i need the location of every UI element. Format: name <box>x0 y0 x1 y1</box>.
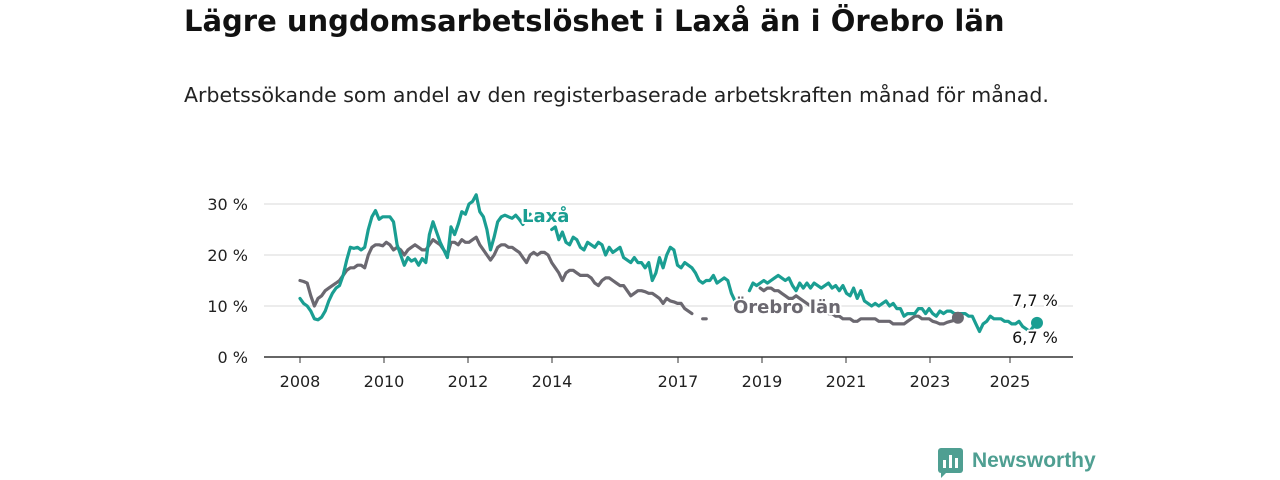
x-tick-label: 2017 <box>658 372 699 391</box>
series-name-label: Laxå <box>522 205 569 227</box>
x-tick-label: 2019 <box>742 372 783 391</box>
y-tick-label: 20 % <box>207 246 248 265</box>
chart-subtitle: Arbetssökande som andel av den registerb… <box>184 83 1049 107</box>
end-value-label: 6,7 % <box>1012 328 1058 347</box>
y-tick-label: 10 % <box>207 297 248 316</box>
y-tick-label: 0 % <box>218 348 248 367</box>
series-end-marker <box>1031 316 1043 329</box>
y-axis: 0 % 10 % 20 % 30 % <box>207 195 248 367</box>
x-tick-label: 2025 <box>990 372 1031 391</box>
end-value-label: 7,7 % <box>1012 291 1058 310</box>
bar-chart-speech-bubble-icon <box>938 448 963 478</box>
newsworthy-logo: Newsworthy <box>938 448 1096 478</box>
series-line-laxa <box>298 193 532 322</box>
x-tick-label: 2010 <box>364 372 405 391</box>
chart-title: Lägre ungdomsarbetslöshet i Laxå än i Ör… <box>184 4 1005 38</box>
x-tick-label: 2014 <box>532 372 573 391</box>
series-line-orebro-lan <box>758 286 960 326</box>
series-labels: Laxå Örebro län 7,7 % 6,7 % <box>520 203 1060 349</box>
x-tick-label: 2021 <box>826 372 867 391</box>
series-line-laxa <box>550 225 737 303</box>
series-line-orebro-lan <box>298 235 694 316</box>
brand-name: Newsworthy <box>972 448 1096 472</box>
x-tick-label: 2023 <box>910 372 951 391</box>
x-axis: 2008 2010 2012 2014 2017 2019 2021 2023 2025 <box>280 357 1031 391</box>
series-line-laxa <box>747 273 1039 334</box>
y-tick-label: 30 % <box>207 195 248 214</box>
x-tick-label: 2008 <box>280 372 321 391</box>
series-lines <box>298 193 1039 334</box>
x-tick-label: 2012 <box>448 372 489 391</box>
series-name-label: Örebro län <box>733 296 841 318</box>
series-end-marker <box>951 311 964 324</box>
gridlines <box>264 203 1073 358</box>
